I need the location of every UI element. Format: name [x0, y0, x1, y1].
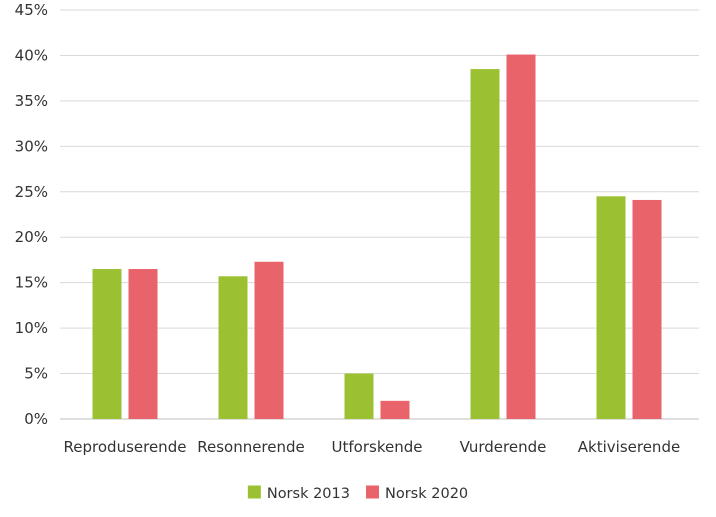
y-tick-label: 30%	[15, 137, 48, 155]
x-category-label: Vurderende	[460, 438, 547, 456]
bar-utforskende-norsk-2020	[380, 400, 410, 419]
x-category-label: Reproduserende	[64, 438, 187, 456]
legend-label: Norsk 2020	[385, 486, 468, 502]
x-category-label: Utforskende	[332, 438, 423, 456]
y-tick-label: 0%	[24, 410, 48, 428]
y-tick-label: 5%	[24, 365, 48, 383]
legend-label: Norsk 2013	[267, 486, 350, 502]
y-tick-label: 25%	[15, 183, 48, 201]
legend-swatch-norsk-2013	[247, 485, 261, 499]
y-tick-label: 15%	[15, 274, 48, 292]
y-tick-label: 40%	[15, 46, 48, 64]
y-tick-label: 20%	[15, 228, 48, 246]
bar-series	[92, 54, 662, 420]
bar-reproduserende-norsk-2013	[92, 269, 122, 419]
legend: Norsk 2013 Norsk 2020	[247, 485, 468, 502]
y-axis-tick-labels: 0% 5% 10% 15% 20% 25% 30% 35% 40% 45%	[15, 1, 48, 428]
bar-utforskende-norsk-2013	[344, 373, 374, 419]
x-category-label: Aktiviserende	[578, 438, 680, 456]
bar-vurderende-norsk-2020	[506, 54, 536, 420]
bar-aktiviserende-norsk-2013	[596, 196, 626, 419]
bar-vurderende-norsk-2013	[470, 69, 500, 420]
y-tick-label: 10%	[15, 319, 48, 337]
bar-reproduserende-norsk-2020	[128, 269, 158, 419]
x-category-label: Resonnerende	[197, 438, 305, 456]
bar-resonnerende-norsk-2013	[218, 276, 248, 419]
y-tick-label: 45%	[15, 1, 48, 19]
legend-swatch-norsk-2020	[366, 485, 379, 499]
x-axis-category-labels: Reproduserende Resonnerende Utforskende Vur…	[64, 438, 681, 456]
y-tick-label: 35%	[15, 92, 48, 110]
y-gridlines	[60, 9, 699, 420]
bar-resonnerende-norsk-2020	[254, 261, 284, 419]
bar-aktiviserende-norsk-2020	[632, 199, 662, 419]
